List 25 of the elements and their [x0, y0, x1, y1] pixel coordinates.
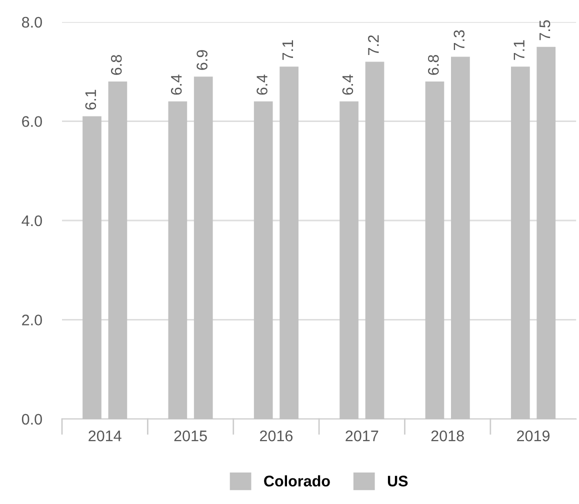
y-tick-label: 2.0 [22, 314, 42, 326]
data-label: 7.1 [282, 40, 294, 60]
data-label: 6.8 [428, 55, 439, 75]
x-tick-label: 2019 [517, 430, 550, 442]
data-label: 6.4 [256, 74, 268, 95]
x-tick-label: 2014 [88, 430, 122, 442]
data-label: 7.2 [368, 35, 379, 55]
data-label: 7.5 [540, 20, 550, 40]
x-tick-label: 2017 [346, 430, 378, 442]
x-tick-label: 2018 [431, 430, 464, 442]
y-tick-label: 0.0 [22, 414, 42, 425]
legend-label: Colorado [264, 475, 330, 487]
y-tick-label: 6.0 [22, 116, 42, 127]
data-label: 6.9 [196, 50, 208, 70]
data-label: 6.1 [85, 90, 96, 110]
y-tick-label: 8.0 [22, 16, 42, 28]
data-label: 6.4 [170, 74, 182, 95]
data-label: 6.8 [110, 55, 122, 75]
x-tick-label: 2015 [174, 430, 207, 442]
data-label: 7.1 [514, 40, 524, 60]
data-label: 6.4 [342, 74, 354, 95]
y-tick-label: 4.0 [22, 215, 42, 226]
legend-label: US [388, 476, 408, 487]
x-tick-label: 2016 [260, 430, 293, 442]
data-label: 7.3 [454, 30, 465, 50]
